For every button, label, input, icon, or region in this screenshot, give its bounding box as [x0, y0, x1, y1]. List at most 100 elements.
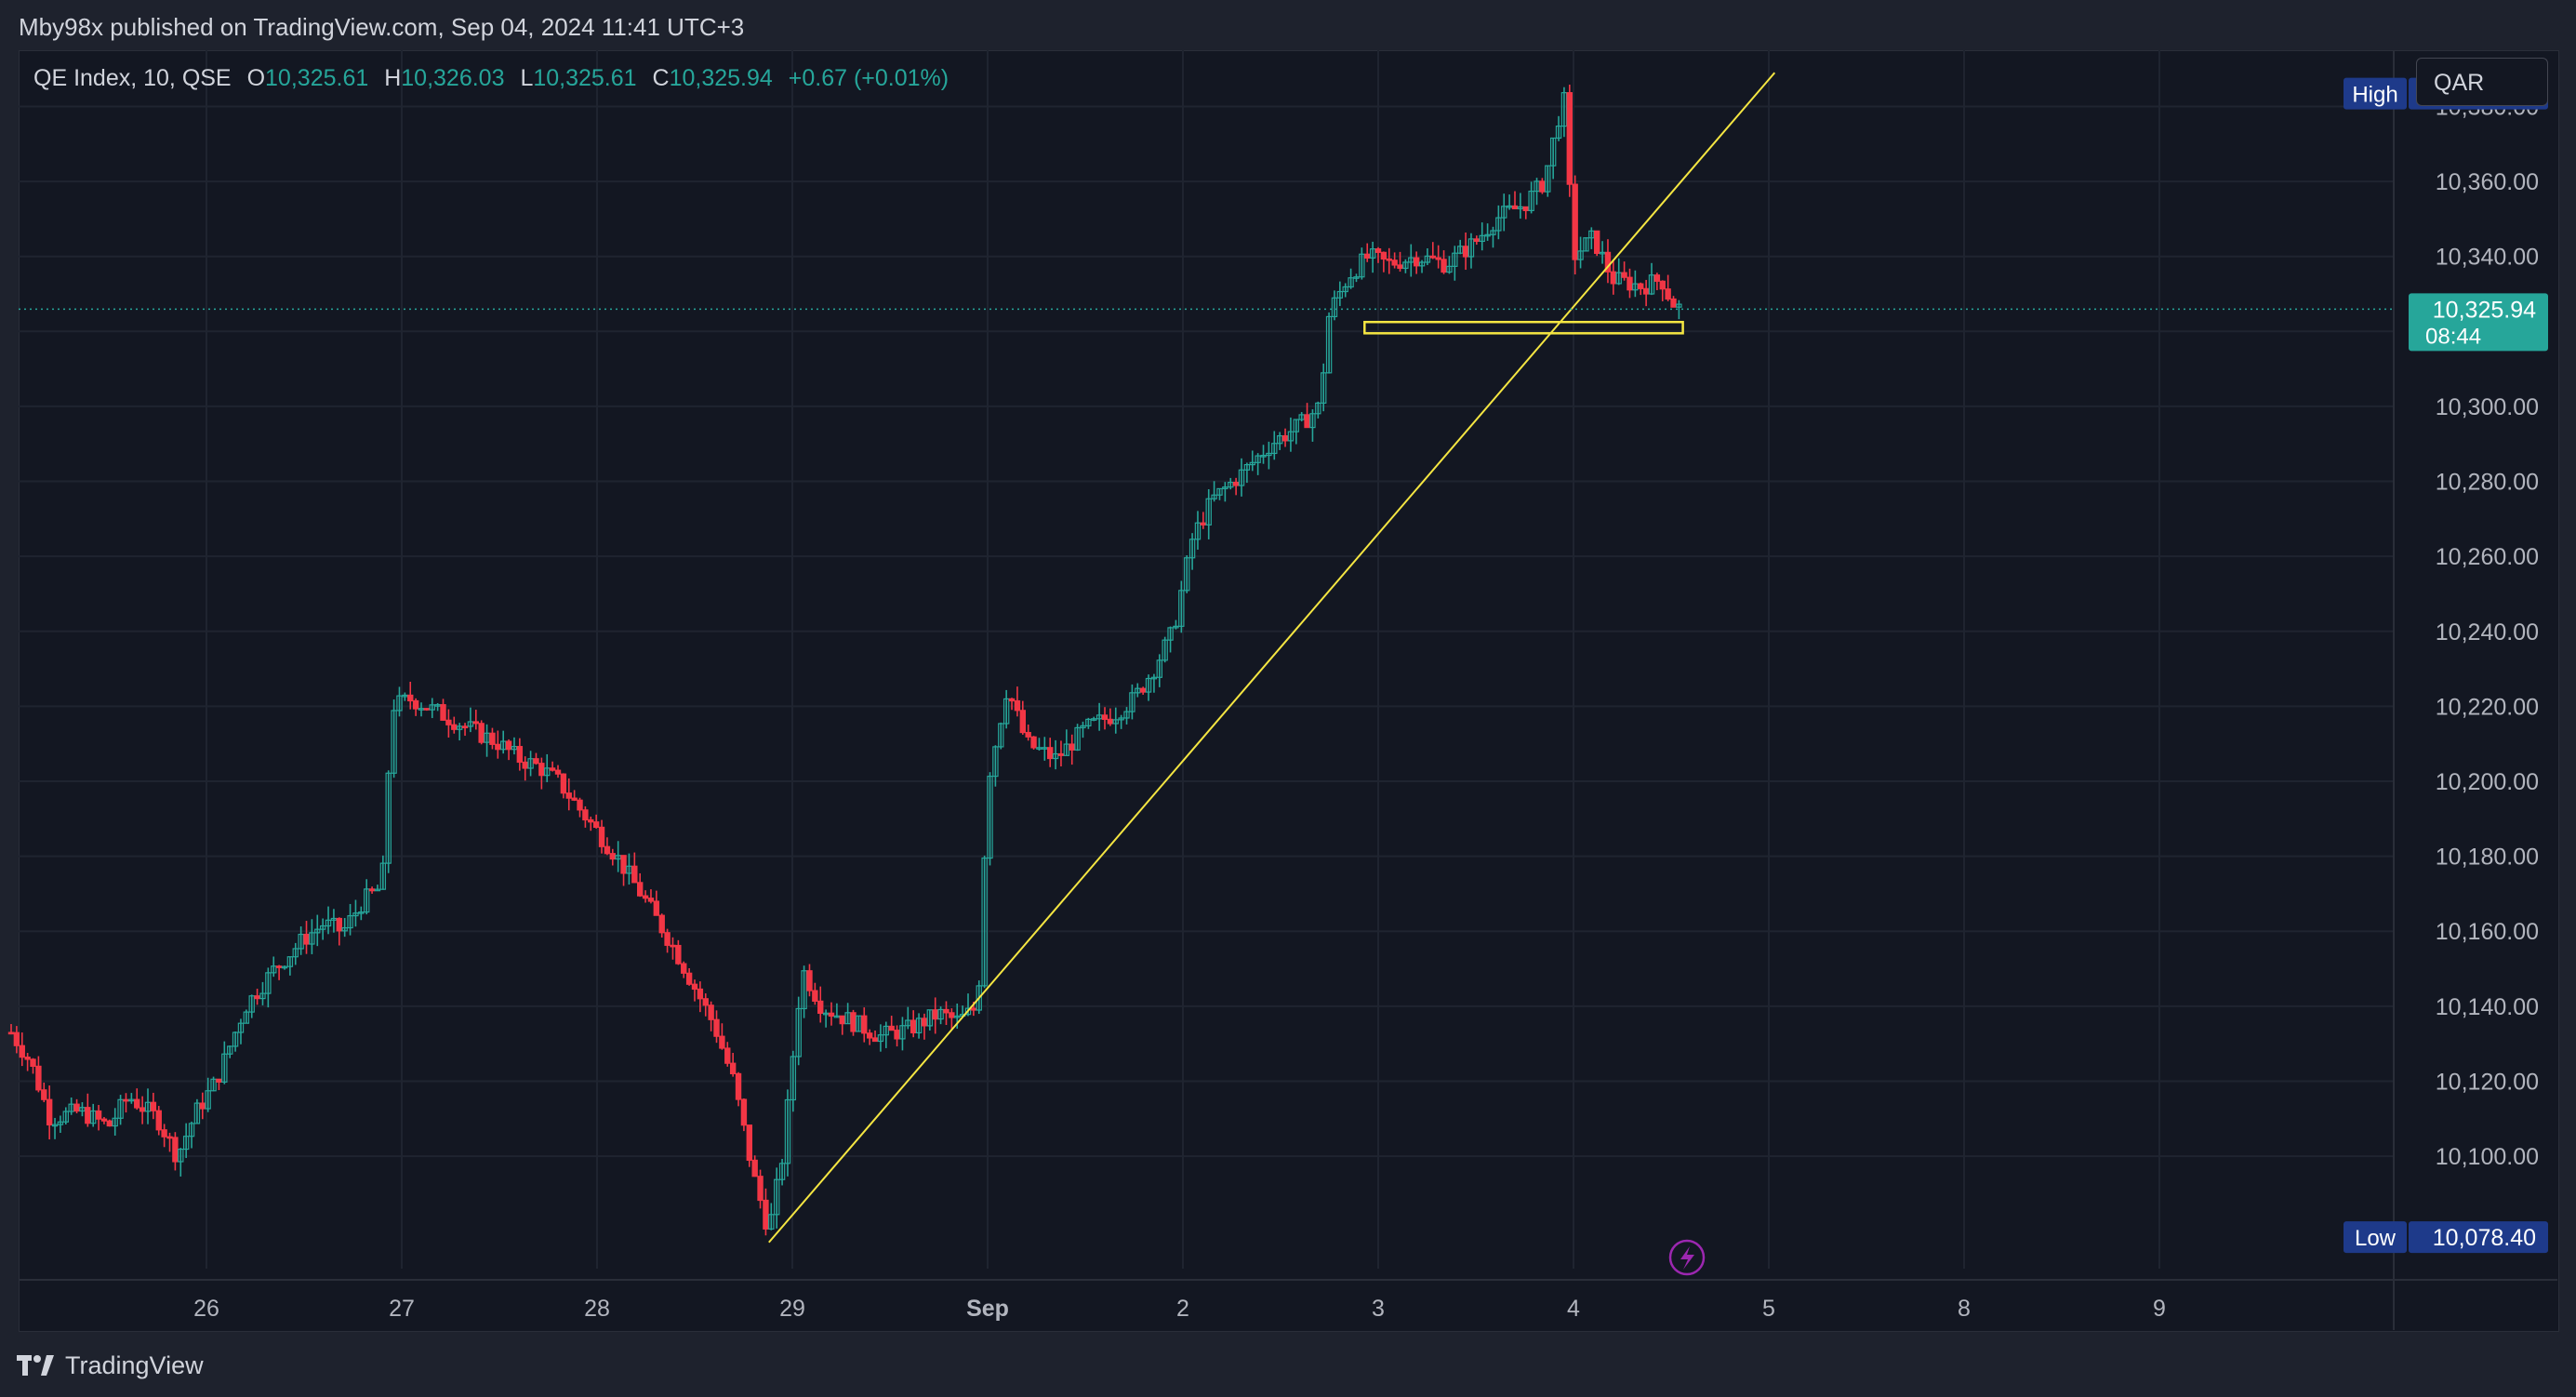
symbol-label[interactable]: QE Index, 10, QSE	[33, 65, 232, 91]
candle-body	[1150, 676, 1158, 680]
candle-body	[1238, 469, 1245, 486]
candle-body	[954, 1015, 961, 1018]
candle-body	[609, 853, 617, 860]
candle-body	[910, 1019, 917, 1034]
candle-body	[112, 1117, 118, 1127]
candle-body	[1380, 251, 1388, 260]
candle-body	[161, 1129, 167, 1138]
candle-body	[1369, 248, 1376, 259]
candle-body	[1348, 277, 1354, 288]
candle-body	[1413, 257, 1420, 267]
candle-body	[271, 965, 277, 974]
candle-body	[511, 746, 518, 751]
candle-body	[763, 1199, 769, 1230]
candle-body	[883, 1025, 890, 1036]
candle-body	[1205, 498, 1212, 526]
candle-body	[73, 1103, 80, 1112]
candle-body	[199, 1102, 206, 1110]
open-label: O	[246, 65, 266, 91]
high-label: H	[384, 65, 402, 91]
candle-body	[615, 855, 621, 860]
candle-body	[1539, 180, 1546, 193]
candle-body	[1632, 283, 1639, 291]
y-tick-label: 10,180.00	[2436, 845, 2539, 871]
candle-body	[544, 767, 551, 777]
candle-body	[554, 769, 562, 775]
candle-body	[822, 1012, 830, 1016]
candle-body	[1670, 298, 1677, 308]
footer-branding[interactable]: TradingView	[17, 1349, 204, 1382]
candle-body	[949, 1012, 955, 1018]
candle-body	[396, 695, 403, 712]
candle-body	[1019, 710, 1026, 734]
candle-body	[478, 723, 485, 743]
candle-body	[347, 914, 353, 929]
candle-body	[877, 1034, 884, 1043]
candle-body	[1331, 297, 1338, 318]
candle-body	[7, 1031, 15, 1035]
candle-body	[1490, 230, 1496, 235]
candle-body	[1534, 180, 1540, 193]
last-price-value: 10,325.94	[2433, 297, 2536, 323]
y-tick-label: 10,340.00	[2436, 245, 2539, 271]
published-info: Mby98x published on TradingView.com, Sep…	[19, 13, 745, 41]
candle-body	[844, 1012, 851, 1025]
candle-body	[1446, 265, 1453, 273]
candle-body	[871, 1037, 879, 1043]
candle-body	[1123, 711, 1130, 719]
candle-body	[1162, 639, 1168, 661]
chart-frame[interactable]	[19, 50, 2559, 1332]
candle-body	[538, 763, 545, 777]
candle-body	[1260, 454, 1267, 458]
low-label: L	[520, 65, 534, 91]
lightning-bolt-icon	[1680, 1246, 1694, 1270]
candle-body	[828, 1012, 835, 1018]
candle-body	[418, 708, 425, 711]
candle-body	[1424, 255, 1431, 263]
currency-button[interactable]: QAR	[2416, 58, 2548, 106]
candle-body	[248, 995, 255, 1013]
ohlc-legend: QE Index, 10, QSE O10,325.61 H10,326.03 …	[33, 65, 949, 92]
candle-body	[565, 792, 572, 799]
candle-body	[1621, 272, 1627, 278]
candle-body	[1211, 494, 1217, 499]
candle-body	[1408, 257, 1414, 263]
candle-body	[451, 724, 458, 730]
x-tick-label: 4	[1567, 1296, 1580, 1322]
candle-body	[812, 990, 818, 1002]
low-value: 10,325.61	[533, 65, 637, 91]
y-tick-label: 10,100.00	[2436, 1144, 2539, 1170]
candle-body	[998, 723, 1004, 748]
candle-body	[905, 1019, 911, 1027]
candle-body	[341, 926, 348, 932]
candle-body	[79, 1107, 86, 1112]
high-value: 10,326.03	[401, 65, 505, 91]
candle-body	[374, 888, 381, 892]
candle-body	[505, 740, 512, 751]
candle-body	[642, 895, 649, 899]
candle-body	[243, 1011, 250, 1024]
candle-body	[1200, 522, 1207, 526]
candle-body	[1173, 625, 1179, 629]
candle-body	[210, 1078, 217, 1092]
candle-body	[1145, 677, 1152, 693]
low-marker-value: 10,078.40	[2433, 1225, 2536, 1251]
candle-body	[434, 704, 441, 707]
candle-body	[1517, 206, 1524, 210]
candle-body	[68, 1103, 74, 1112]
candle-body	[1085, 718, 1092, 726]
candle-body	[1249, 461, 1255, 466]
candle-body	[724, 1047, 731, 1064]
candle-body	[319, 925, 326, 930]
candle-body	[1057, 752, 1065, 756]
candle-body	[1036, 747, 1042, 750]
candle-body	[582, 809, 589, 821]
candle-body	[691, 983, 698, 991]
candle-body	[626, 865, 632, 874]
support-box-drawing	[1363, 320, 1684, 335]
candle-body	[456, 725, 463, 730]
candle-body	[51, 1124, 59, 1127]
candle-body	[1030, 736, 1037, 749]
candle-body	[472, 721, 480, 725]
